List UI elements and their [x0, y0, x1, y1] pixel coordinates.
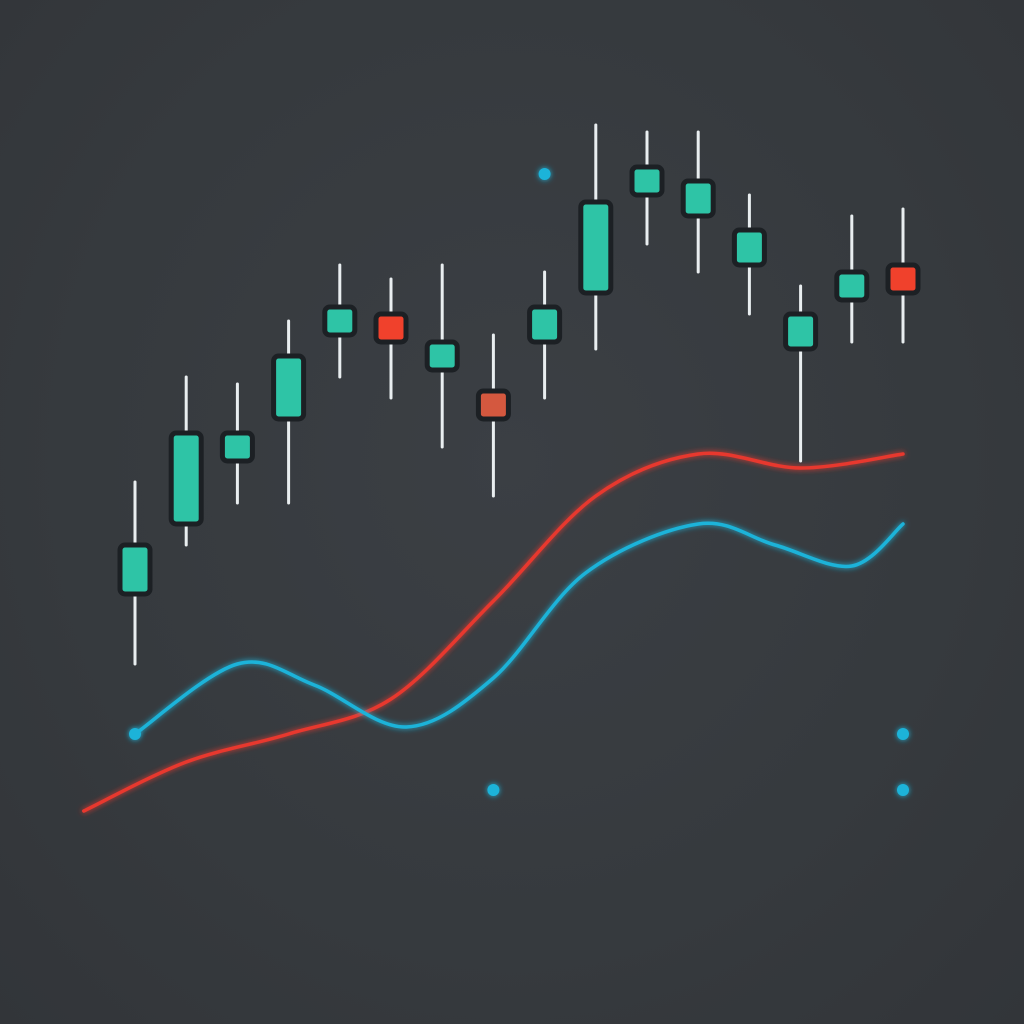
marker-dot-5 [897, 784, 909, 796]
candle-11 [629, 130, 665, 246]
candle-13-body [731, 227, 767, 268]
candle-10 [578, 123, 614, 351]
candle-9-body [527, 304, 563, 345]
candle-2-body [168, 430, 204, 527]
candle-14-body [783, 311, 819, 352]
candle-5 [322, 263, 358, 379]
candle-16 [885, 207, 921, 344]
candle-14 [783, 284, 819, 463]
candle-8-body [475, 388, 511, 422]
candle-8 [475, 333, 511, 498]
candle-15-body [834, 269, 870, 303]
candle-12-body [680, 178, 716, 219]
marker-dot-3 [487, 784, 500, 796]
candle-3 [219, 382, 255, 505]
candle-5-body [322, 304, 358, 338]
candle-6 [373, 277, 409, 400]
candle-1 [117, 480, 153, 666]
candle-7-body [424, 339, 460, 373]
candle-4 [271, 319, 307, 505]
candle-1-body [117, 542, 153, 597]
candle-10-body [578, 199, 614, 296]
marker-dot-1 [129, 728, 141, 740]
candle-4-body [271, 353, 307, 422]
candle-9 [527, 270, 563, 400]
marker-dot-4 [897, 728, 909, 740]
moving-average-line-2 [133, 521, 905, 736]
candle-15 [834, 214, 870, 344]
markers-layer [129, 168, 909, 796]
candles-layer [117, 123, 921, 666]
moving-average-layer [82, 451, 905, 813]
marker-dot-2 [538, 168, 551, 180]
candle-12 [680, 130, 716, 274]
candle-16-body [885, 262, 921, 296]
moving-average-line-1 [82, 451, 905, 813]
candle-6-body [373, 311, 409, 345]
candle-13 [731, 193, 767, 316]
candle-3-body [219, 430, 255, 464]
candle-7 [424, 263, 460, 449]
candle-11-body [629, 164, 665, 198]
candle-2 [168, 375, 204, 547]
